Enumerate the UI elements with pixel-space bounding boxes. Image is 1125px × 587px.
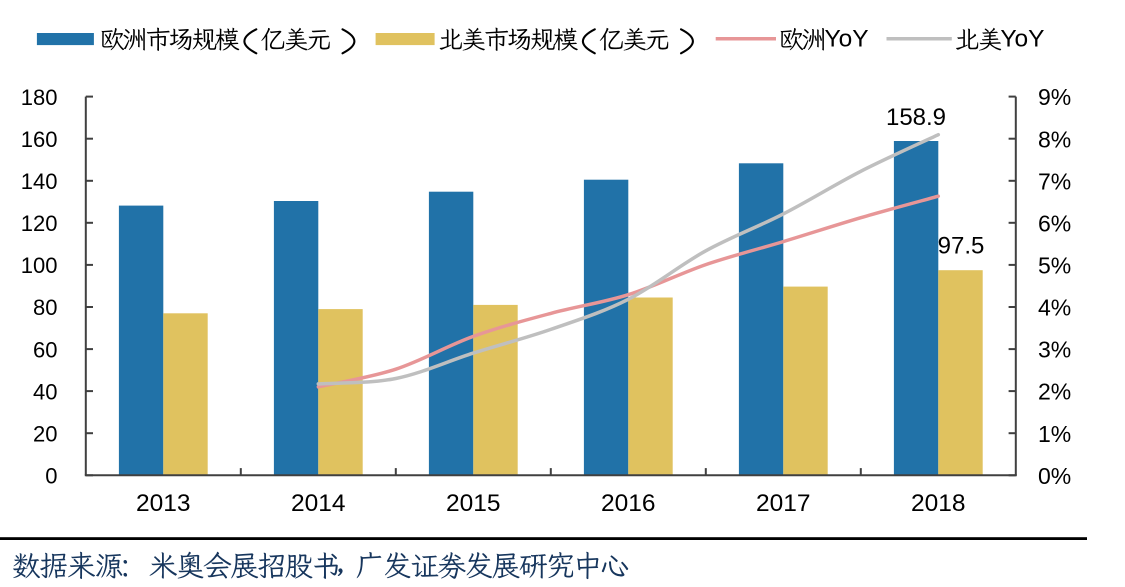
svg-text:180: 180 — [21, 85, 58, 110]
svg-text:2013: 2013 — [136, 490, 191, 517]
svg-text:40: 40 — [33, 379, 57, 404]
svg-text:2017: 2017 — [756, 490, 811, 517]
svg-text:2016: 2016 — [601, 490, 656, 517]
svg-text:1%: 1% — [1038, 421, 1071, 447]
svg-text:3%: 3% — [1038, 337, 1071, 363]
svg-text:140: 140 — [21, 169, 58, 194]
svg-text:97.5: 97.5 — [938, 233, 985, 260]
svg-text:2%: 2% — [1038, 379, 1071, 405]
svg-text:60: 60 — [33, 337, 57, 362]
svg-text:7%: 7% — [1038, 168, 1071, 194]
svg-text:2015: 2015 — [446, 490, 501, 517]
svg-text:5%: 5% — [1038, 253, 1071, 279]
svg-text:9%: 9% — [1038, 84, 1071, 110]
svg-text:158.9: 158.9 — [886, 104, 946, 131]
svg-text:120: 120 — [21, 211, 58, 236]
svg-text:2018: 2018 — [911, 490, 966, 517]
svg-text:0: 0 — [45, 464, 57, 489]
svg-text:80: 80 — [33, 295, 57, 320]
svg-text:6%: 6% — [1038, 210, 1071, 236]
svg-text:0%: 0% — [1038, 463, 1071, 489]
svg-text:2014: 2014 — [291, 490, 346, 517]
svg-text:8%: 8% — [1038, 126, 1071, 152]
svg-text:20: 20 — [33, 421, 57, 446]
svg-text:YoY: YoY — [1000, 26, 1044, 53]
svg-text:160: 160 — [21, 127, 58, 152]
svg-text:100: 100 — [21, 253, 58, 278]
svg-text:4%: 4% — [1038, 295, 1071, 321]
svg-text:YoY: YoY — [825, 26, 869, 53]
